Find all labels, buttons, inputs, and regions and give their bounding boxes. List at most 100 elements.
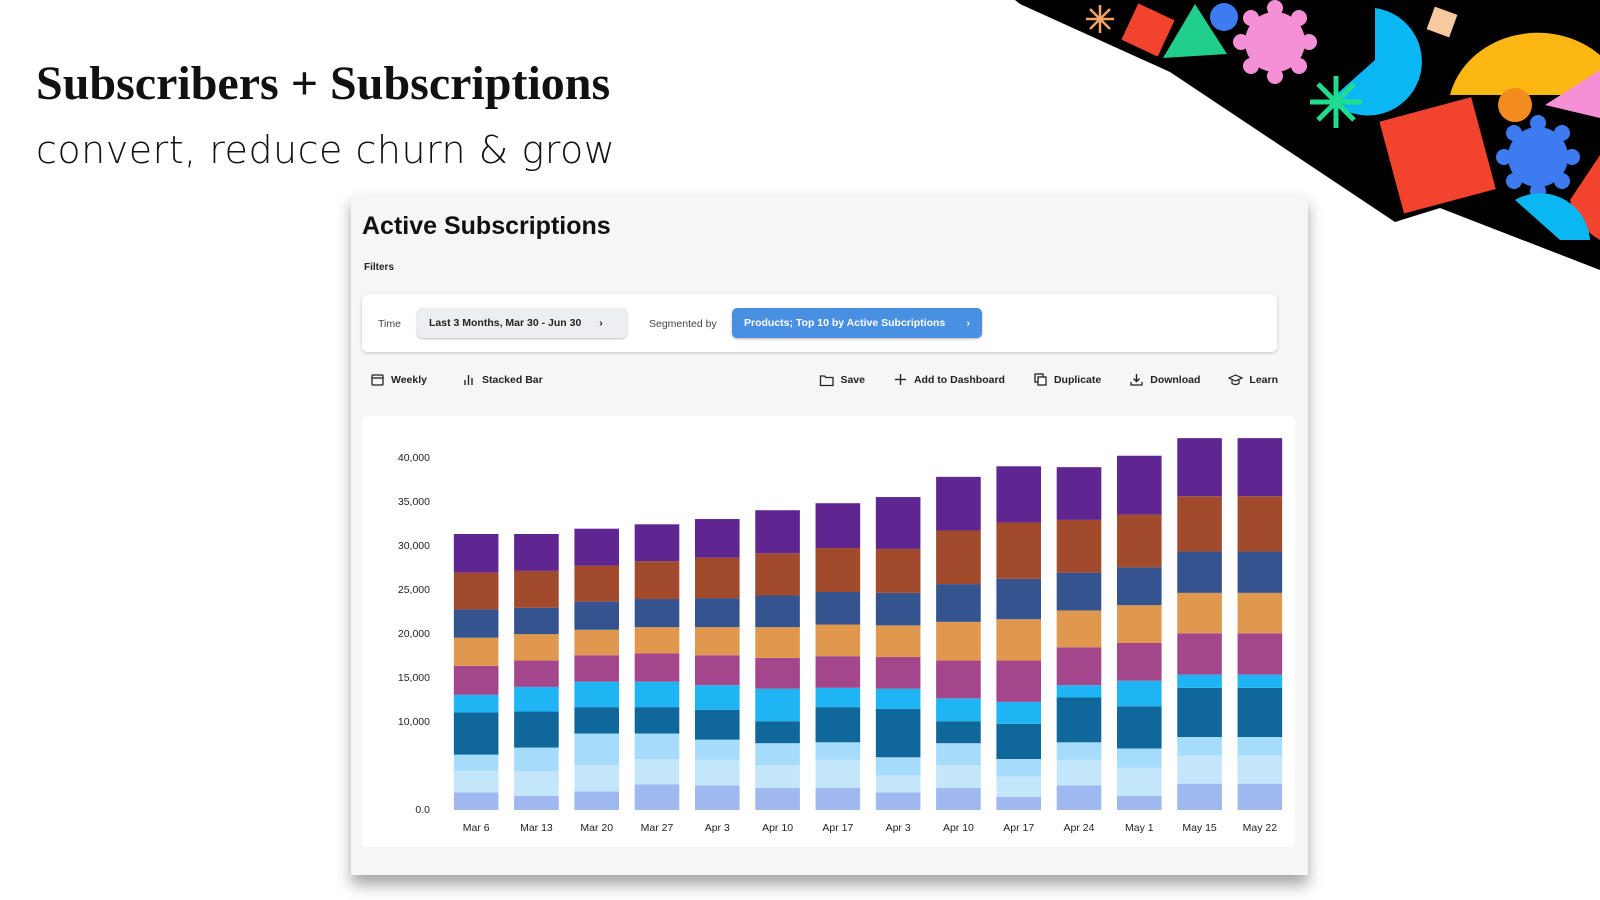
bar-segment <box>453 609 499 638</box>
segment-filter[interactable]: Products; Top 10 by Active Subcriptions › <box>732 308 982 338</box>
bar-segment <box>1116 767 1162 796</box>
bar-segment <box>694 557 740 599</box>
toolbar-button[interactable]: Duplicate <box>1033 372 1101 387</box>
bar-segment <box>574 565 620 602</box>
bar-segment <box>634 599 680 628</box>
bar-segment <box>1237 783 1283 810</box>
bar-segment <box>996 796 1042 810</box>
x-tick-label: Mar 6 <box>463 822 490 834</box>
y-tick-label: 10,000 <box>398 716 430 728</box>
x-tick-label: May 15 <box>1182 822 1217 834</box>
segment-value: Products; Top 10 by Active Subcriptions <box>744 317 946 329</box>
bar-segment <box>1237 551 1283 593</box>
bar-segment <box>1177 783 1222 810</box>
bar-segment <box>514 795 559 810</box>
bar-segment <box>815 759 861 789</box>
bar-segment <box>936 530 981 585</box>
bar-segment <box>875 688 921 709</box>
bar-segment <box>1056 759 1102 786</box>
bar-segment <box>1237 438 1283 497</box>
bar-segment <box>1056 697 1102 743</box>
bar-segment <box>574 655 620 682</box>
time-value: Last 3 Months, Mar 30 - Jun 30 <box>429 317 582 329</box>
bar-segment <box>996 466 1042 523</box>
y-tick-label: 15,000 <box>398 672 430 684</box>
button-label: Add to Dashboard <box>913 373 1005 386</box>
bar-segment <box>875 625 921 658</box>
toolbar-button[interactable]: Stacked Bar <box>461 372 543 387</box>
bar-segment <box>1056 785 1102 810</box>
bar-segment <box>694 785 740 810</box>
bar-segment <box>514 660 559 687</box>
bar-segment <box>694 759 740 786</box>
bar-segment <box>1177 755 1222 784</box>
segment-label: Segmented by <box>649 318 717 330</box>
toolbar-button[interactable]: Add to Dashboard <box>893 372 1005 387</box>
time-label: Time <box>378 318 401 330</box>
bar-segment <box>1237 755 1283 784</box>
bar-segment <box>815 503 861 549</box>
bar-segment <box>936 698 981 722</box>
bar-segment <box>815 742 861 760</box>
bar-segment <box>1237 496 1283 552</box>
bar-segment <box>574 528 620 566</box>
chevron: › <box>966 317 971 329</box>
x-tick-label: Apr 24 <box>1064 822 1095 834</box>
bar-segment <box>996 522 1042 579</box>
bar-segment <box>1177 551 1222 593</box>
bar-segment <box>453 665 499 695</box>
x-tick-label: Mar 27 <box>641 822 674 834</box>
toolbar-button[interactable]: Download <box>1129 372 1200 387</box>
bar-segment <box>1116 605 1162 643</box>
bar-segment <box>634 561 680 600</box>
bar-segment <box>453 533 499 573</box>
bar-segment <box>815 656 861 688</box>
bar-segment <box>996 723 1042 760</box>
bar-segment <box>755 721 800 744</box>
icon <box>1130 374 1143 386</box>
icon <box>820 375 835 387</box>
bar-segment <box>453 770 499 793</box>
bar-segment <box>694 519 740 558</box>
y-tick-label: 30,000 <box>398 540 430 552</box>
bar-segment <box>936 765 981 789</box>
bar-segment <box>1116 567 1162 606</box>
x-tick-label: May 1 <box>1125 822 1154 834</box>
bar-segment <box>634 707 680 734</box>
icon <box>894 374 906 385</box>
bar-segment <box>815 624 861 657</box>
x-tick-label: Apr 10 <box>762 822 793 834</box>
bar-segment <box>755 765 800 789</box>
bar-segment <box>875 548 921 593</box>
bar-segment <box>514 533 559 571</box>
bar-segment <box>453 712 499 755</box>
y-tick-label: 35,000 <box>398 496 430 508</box>
x-tick-label: Apr 3 <box>886 822 911 834</box>
bar-segment <box>875 757 921 776</box>
bar-segment <box>755 627 800 658</box>
bar-segment <box>514 686 559 712</box>
bar-segment <box>1237 674 1283 688</box>
icon <box>371 374 384 386</box>
panel-title: Active Subscriptions <box>362 212 611 240</box>
bar-segment <box>1056 610 1102 648</box>
bar-segment <box>514 634 559 661</box>
button-label: Learn <box>1249 373 1278 386</box>
icon <box>1034 373 1047 386</box>
toolbar-button[interactable]: Save <box>819 372 865 387</box>
bar-segment <box>694 655 740 686</box>
toolbar-button[interactable]: Learn <box>1228 372 1278 387</box>
bar-segment <box>815 687 861 708</box>
icon <box>1228 374 1244 386</box>
bar-segment <box>574 601 620 630</box>
bar-segment <box>634 784 680 810</box>
bar-segment <box>574 707 620 734</box>
y-tick-label: 40,000 <box>398 452 430 464</box>
time-filter[interactable]: Last 3 Months, Mar 30 - Jun 30 › <box>417 308 627 338</box>
button-label: Duplicate <box>1053 373 1102 386</box>
toolbar-button[interactable]: Weekly <box>370 372 427 387</box>
bar-segment <box>996 701 1042 724</box>
bar-segment <box>574 791 620 810</box>
bar-segment <box>514 711 559 748</box>
